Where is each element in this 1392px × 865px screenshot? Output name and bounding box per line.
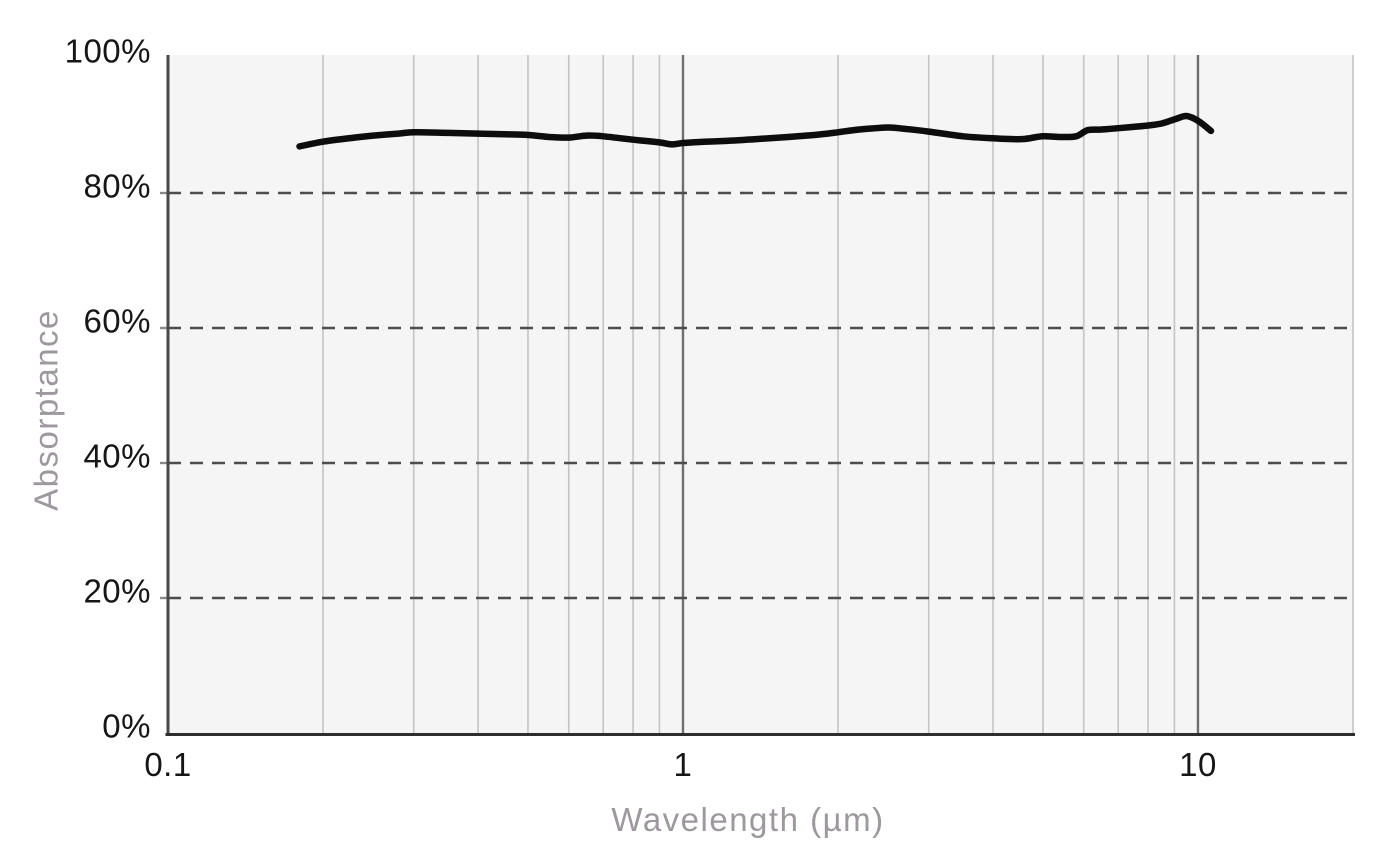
- y-axis-title: Absorptance: [28, 309, 65, 511]
- x-tick-label: 0.1: [144, 746, 191, 783]
- y-tick-label: 100%: [65, 33, 151, 70]
- x-tick-label: 10: [1179, 746, 1217, 783]
- y-tick-label: 80%: [83, 168, 151, 205]
- plot-area-background: [168, 55, 1353, 733]
- x-tick-label: 1: [674, 746, 693, 783]
- y-axis-tick-labels: 0% 20% 40% 60% 80% 100%: [65, 33, 151, 745]
- y-tick-label: 0%: [102, 708, 151, 745]
- vertical-gridlines: [322, 55, 1354, 733]
- x-axis-tick-labels: 0.1 1 10: [144, 746, 1217, 783]
- x-axis-title: Wavelength (µm): [611, 801, 884, 838]
- y-tick-label: 60%: [83, 303, 151, 340]
- y-tick-label: 40%: [83, 438, 151, 475]
- absorptance-curve: [296, 112, 1215, 150]
- y-tick-label: 20%: [83, 573, 151, 610]
